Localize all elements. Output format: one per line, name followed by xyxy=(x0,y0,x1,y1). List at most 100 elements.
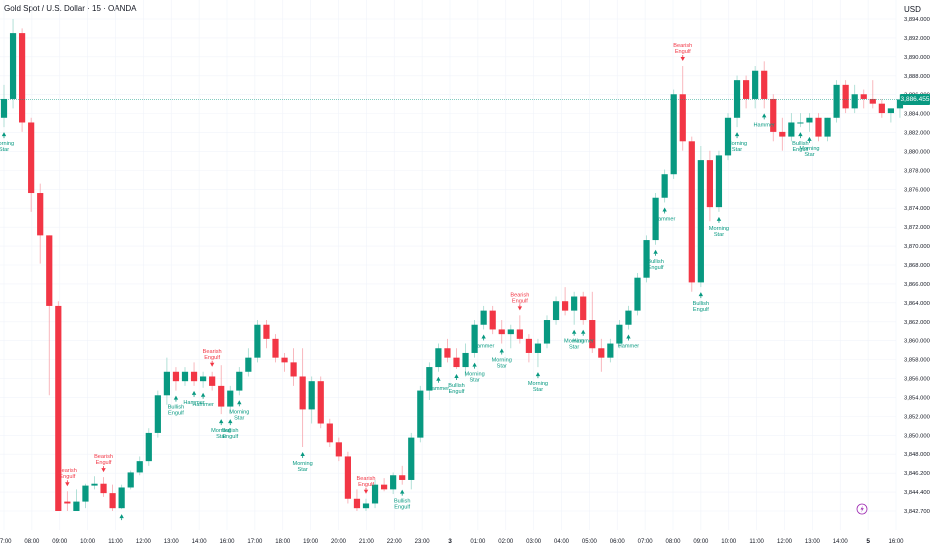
candle xyxy=(136,456,143,476)
candle-body xyxy=(73,501,80,511)
time-tick: 02:00 xyxy=(498,539,514,545)
candle xyxy=(73,489,80,511)
signal-label: Star xyxy=(234,415,244,421)
candle-body xyxy=(706,160,713,208)
signal-label: Engulf xyxy=(358,482,374,488)
bullish-signal: Hammer xyxy=(473,334,495,349)
candle-body xyxy=(824,117,831,137)
candle-body xyxy=(163,371,170,396)
price-tick: 3,858.000 xyxy=(904,358,930,364)
candle-body xyxy=(643,240,650,278)
candle-body xyxy=(715,155,723,208)
candle xyxy=(806,113,813,132)
candle-body xyxy=(172,371,180,382)
signal-label: Engulf xyxy=(204,355,220,361)
signal-label: Morning xyxy=(492,358,512,364)
candle-body xyxy=(127,472,134,488)
arrow-up-icon xyxy=(762,113,767,118)
price-tick: 3,864.000 xyxy=(904,301,930,307)
candle xyxy=(399,465,406,485)
candle xyxy=(190,362,198,386)
candle-body xyxy=(770,98,777,132)
signal-label: Star xyxy=(216,434,226,440)
candle xyxy=(209,371,216,391)
price-axis[interactable]: 3,894.000 3,892.000 3,890.000 3,888.000 3,88… xyxy=(904,17,930,515)
candle xyxy=(462,343,469,377)
candle xyxy=(498,320,505,344)
candle xyxy=(353,489,361,511)
time-axis[interactable]: 07:00 08:00 09:00 10:00 11:00 12:00 13:00 14:00… xyxy=(0,538,904,545)
candle xyxy=(181,367,189,386)
candle-body xyxy=(580,296,587,321)
arrow-up-icon xyxy=(119,514,124,519)
lightning-icon[interactable] xyxy=(856,503,868,515)
candle xyxy=(580,291,587,325)
candle-body xyxy=(489,310,496,330)
signal-label: Morning xyxy=(229,409,249,415)
candle-body xyxy=(28,122,35,194)
candle-body xyxy=(797,122,804,124)
candle-body xyxy=(788,122,795,137)
candle xyxy=(299,348,306,448)
arrow-up-icon xyxy=(698,292,704,297)
candle-body xyxy=(733,80,741,118)
candle-body xyxy=(589,320,596,349)
arrow-up-icon xyxy=(228,419,233,424)
candle-body xyxy=(860,94,867,99)
arrow-up-icon xyxy=(807,136,812,141)
bullish-signal: Hammer xyxy=(428,376,449,392)
candle-body xyxy=(344,456,351,499)
candle xyxy=(571,291,578,325)
candle-body xyxy=(571,296,578,311)
candle-body xyxy=(525,338,532,353)
price-tick: 3,888.000 xyxy=(904,74,930,80)
candle-body xyxy=(634,277,641,311)
candle xyxy=(218,365,225,415)
signal-label: Morning xyxy=(0,141,14,147)
candle-body xyxy=(534,343,542,353)
candle xyxy=(444,338,451,363)
time-tick: 20:00 xyxy=(331,539,347,545)
candle xyxy=(127,470,134,490)
price-tick: 3,890.000 xyxy=(904,55,930,61)
price-tick: 3,874.000 xyxy=(904,206,930,212)
candle-body xyxy=(272,338,279,358)
candle xyxy=(453,348,460,369)
candle xyxy=(362,498,370,511)
signal-label: Engulf xyxy=(222,434,238,440)
candle-body xyxy=(598,348,605,358)
candle-body xyxy=(516,329,523,339)
candle xyxy=(254,320,261,363)
candle-body xyxy=(55,305,62,511)
signal-label: Bearish xyxy=(203,349,222,355)
candle xyxy=(9,19,17,109)
candle xyxy=(154,390,161,438)
arrow-down-icon xyxy=(101,468,106,473)
time-tick: 22:00 xyxy=(387,539,403,545)
candle-body xyxy=(552,301,560,321)
candle-body xyxy=(679,94,686,142)
time-tick: 10:00 xyxy=(80,539,96,545)
arrow-up-icon xyxy=(300,452,305,457)
candle xyxy=(670,89,677,179)
candle xyxy=(842,80,849,114)
arrow-down-icon xyxy=(65,482,70,487)
arrow-up-icon xyxy=(662,207,667,212)
signal-label: Morning xyxy=(709,226,729,232)
candle-body xyxy=(743,80,750,99)
candle-body xyxy=(697,160,704,283)
time-tick: 07:00 xyxy=(638,539,654,545)
candle xyxy=(525,334,532,363)
signal-label: Star xyxy=(569,345,579,351)
candle-body xyxy=(815,117,822,137)
signal-label: Morning xyxy=(528,381,548,387)
candle-body xyxy=(118,487,125,509)
time-tick: 5 xyxy=(866,538,870,545)
candle xyxy=(82,483,89,509)
